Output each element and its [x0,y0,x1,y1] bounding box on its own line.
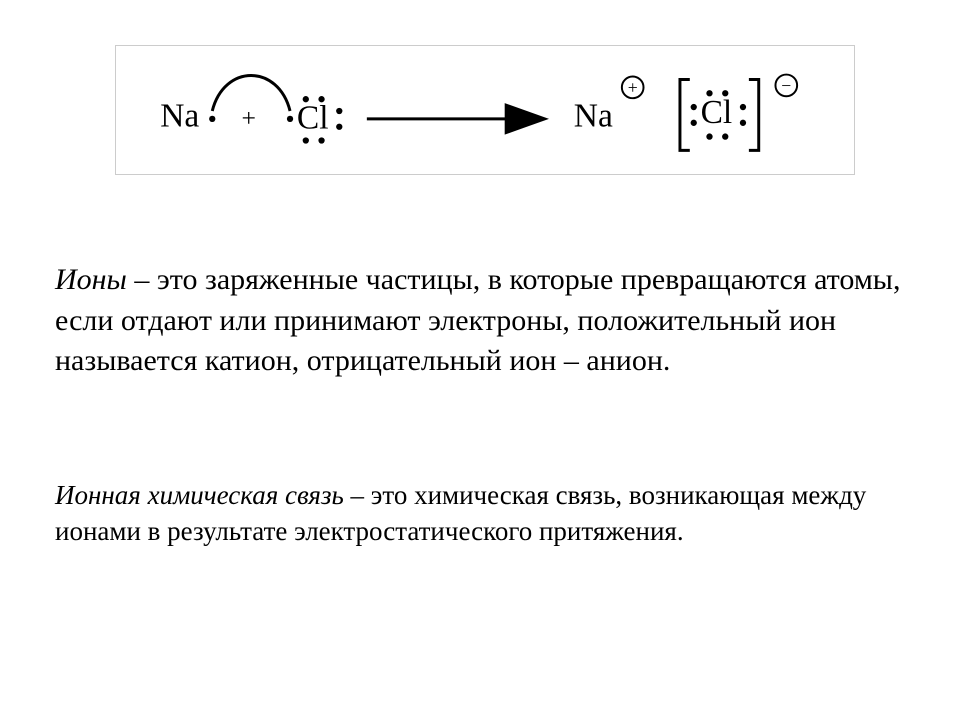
cl-right-dot [691,104,697,110]
reaction-arrow-head [505,103,549,135]
na-right-label: Na [574,98,613,135]
na-right-charge-plus: + [628,77,638,97]
cl-right-dot [706,90,712,96]
cl-left-dot [336,108,342,114]
cl-left-dot [287,116,293,122]
na-left-label: Na [160,98,199,135]
cl-left-dot [318,96,324,102]
cl-right-dot [691,120,697,126]
cl-left-label: Cl [297,100,329,137]
cl-right-charge-minus: − [781,75,791,95]
cl-right-bracket-right [749,79,759,150]
cl-left-dot [303,96,309,102]
ionic-bond-diagram: Na + Cl Na + [115,45,855,175]
diagram-svg: Na + Cl Na + [116,46,854,174]
na-left-electron-dot [209,116,215,122]
cl-right-dot [740,104,746,110]
cl-right-label: Cl [701,94,733,131]
plus-sign: + [241,104,255,133]
term-ions: Ионы [55,263,127,296]
cl-right-dot [722,133,728,139]
cl-left-dot [303,137,309,143]
cl-left-dot [336,124,342,130]
cl-right-dot [706,133,712,139]
definition-ions: Ионы – это заряженные частицы, в которые… [55,260,905,382]
cl-right-dot [722,90,728,96]
term-ionic-bond: Ионная химическая связь [55,480,344,510]
page: Na + Cl Na + [0,0,960,720]
cl-right-bracket-left [680,79,690,150]
body-ions: – это заряженные частицы, в которые прев… [55,263,900,377]
cl-right-dot [740,120,746,126]
definition-ionic-bond: Ионная химическая связь – это химическая… [55,477,915,550]
cl-left-dot [318,137,324,143]
